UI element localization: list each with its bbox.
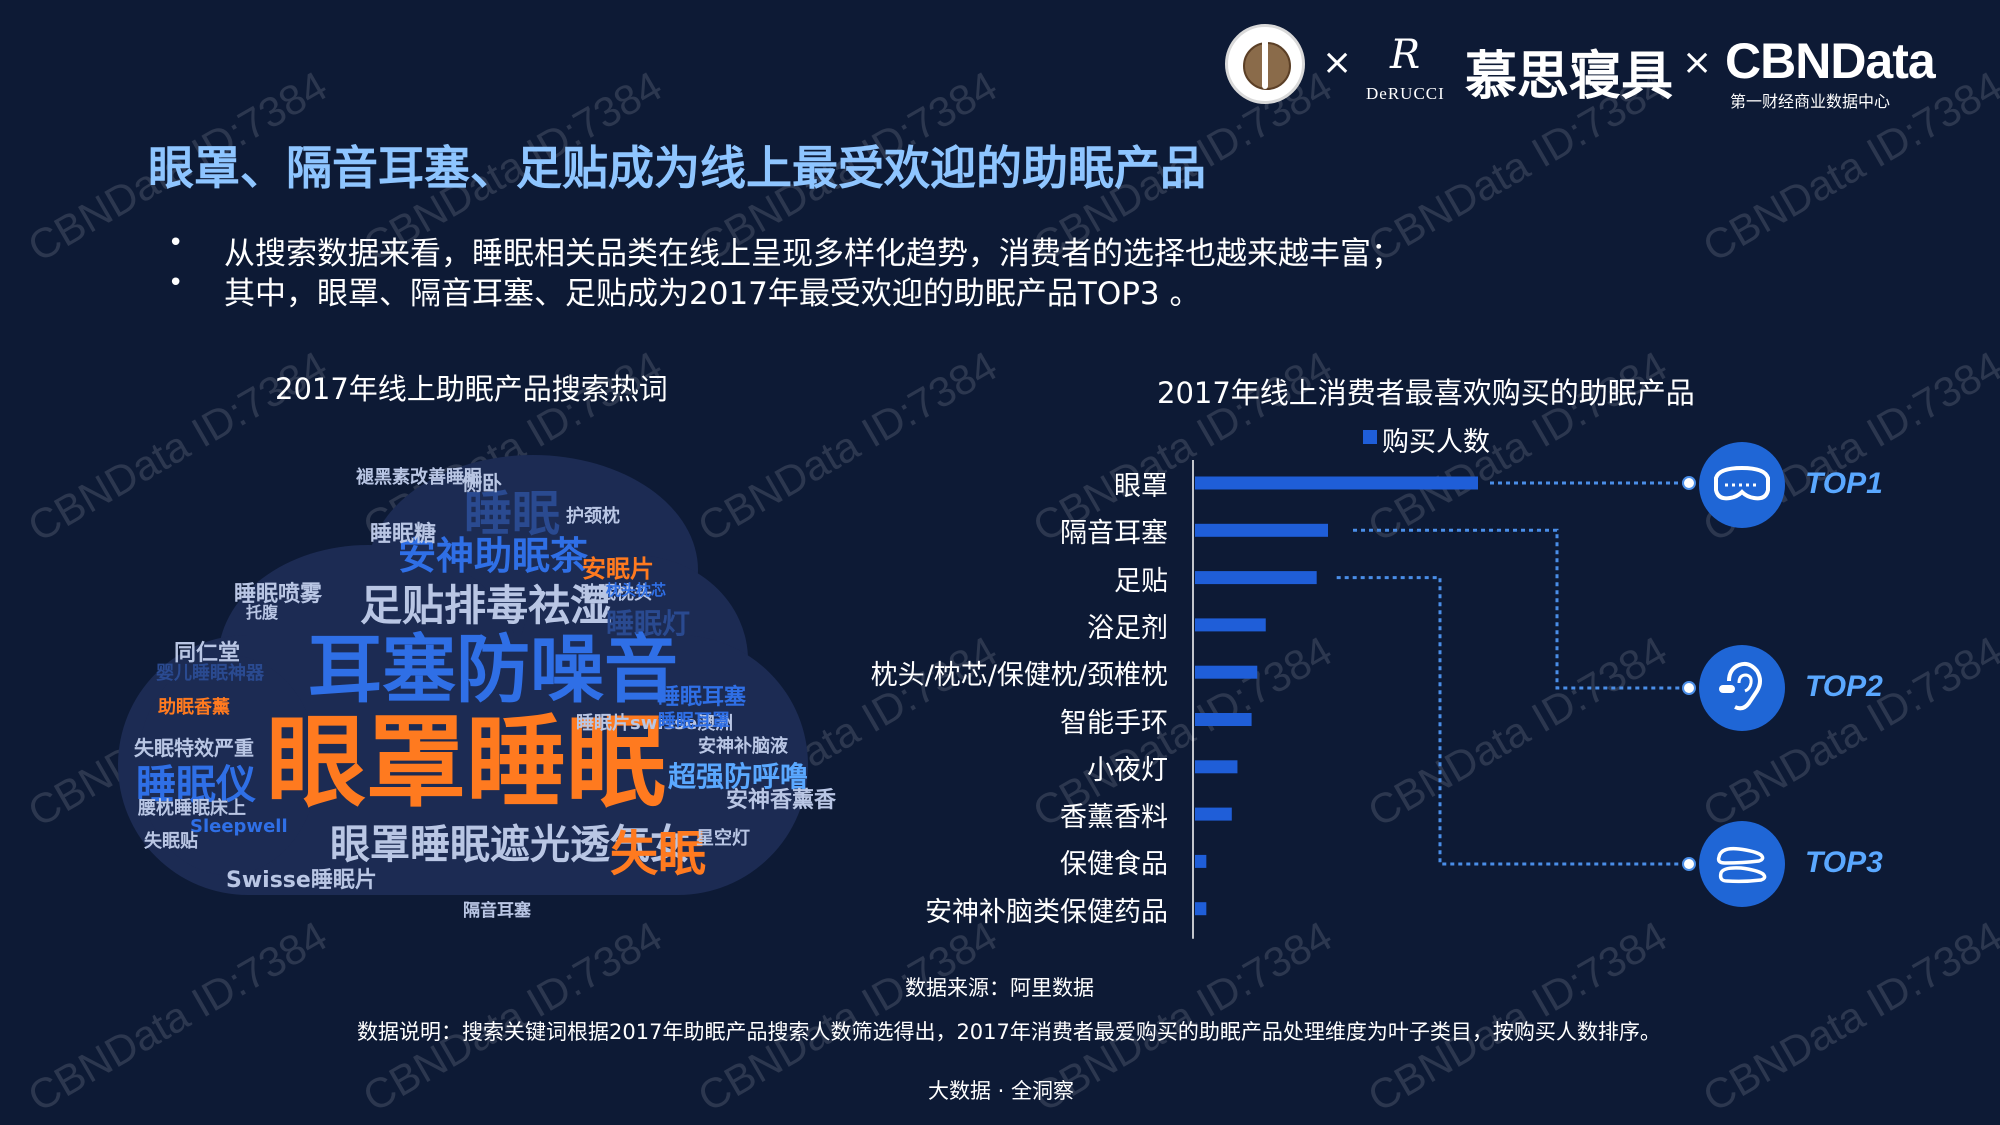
cloud-word: 足贴排毒祛湿 xyxy=(360,581,613,630)
cloud-word: 失眠贴 xyxy=(144,831,198,852)
cloud-word: 眼罩睡眠遮光透气女 xyxy=(330,822,690,868)
cloud-word: 超强防呼噜 xyxy=(668,760,809,793)
cloud-word: 失眠 xyxy=(610,826,707,882)
cbndata-logo: CBNData xyxy=(1725,33,1936,89)
logo-bar: × R DeRUCCI 慕思寝具 × CBNData 第一财经商业数据中心 xyxy=(1220,22,1980,112)
times-symbol-2: × xyxy=(1682,42,1713,83)
cloud-word: 睡眠喷雾 xyxy=(234,582,323,607)
word-cloud: 眼罩睡眠 耳塞防噪音 足贴排毒祛湿 安神助眠茶眼罩睡眠遮光透气女 失眠 睡眠睡眠仪 超强防呼… xyxy=(118,455,836,920)
eye-mask-icon xyxy=(1699,442,1785,528)
bar-2 xyxy=(1195,571,1317,585)
cloud-word: 失眠特效严重 xyxy=(134,736,254,760)
bar-0 xyxy=(1195,476,1478,490)
category-label: 足贴 xyxy=(1114,565,1168,597)
cloud-word: 腰枕睡眠床上 xyxy=(138,798,246,819)
cloud-word: 睡眠糖 xyxy=(370,522,437,547)
page-title: 眼罩、隔音耳塞、足贴成为线上最受欢迎的助眠产品 xyxy=(148,141,1206,195)
derucci-mark: R xyxy=(1390,32,1421,78)
cloud-word: 婴儿睡眠神器 xyxy=(156,663,264,684)
ear-icon-glyph xyxy=(1699,645,1785,731)
feet-icon-glyph xyxy=(1699,821,1785,907)
connector-dot-top2 xyxy=(1682,681,1696,695)
cloud-word: 褪黑素改善睡眠 xyxy=(356,467,482,488)
bar-8 xyxy=(1195,854,1207,868)
bar-chart: 购买人数 眼罩隔音耳塞足贴浴足剂枕头/枕芯/保健枕/颈椎枕智能手环小夜灯香薰香料… xyxy=(860,420,1980,940)
cloud-word: 安神香薰香 xyxy=(726,788,837,813)
legend-label: 购买人数 xyxy=(1382,427,1490,458)
bar-9 xyxy=(1195,902,1207,916)
bar-5 xyxy=(1195,713,1252,726)
cloud-word: 枕头枕芯 xyxy=(606,581,667,599)
eye-mask-icon-glyph xyxy=(1699,442,1785,528)
category-label: 浴足剂 xyxy=(1087,612,1168,644)
word-cloud-title: 2017年线上助眠产品搜索热词 xyxy=(275,372,668,406)
cloud-word: 安神助眠茶 xyxy=(398,534,589,578)
cloud-word: 睡眠 xyxy=(464,486,561,542)
cbndata-subtitle: 第一财经商业数据中心 xyxy=(1730,92,1891,111)
bullet-text: 其中，眼罩、隔音耳塞、足贴成为2017年最受欢迎的助眠产品TOP3 。 xyxy=(224,276,1201,312)
bar-1 xyxy=(1195,523,1329,537)
cloud-word: 同仁堂 xyxy=(174,641,241,666)
cloud-word: 睡眠仪 xyxy=(136,762,256,808)
watermark-text: CBNData ID:7384 xyxy=(1695,911,2000,1121)
derucci-name: DeRUCCI xyxy=(1366,84,1445,103)
cloud-word: Swisse睡眠片 xyxy=(226,868,377,893)
category-labels: 眼罩隔音耳塞足贴浴足剂枕头/枕芯/保健枕/颈椎枕智能手环小夜灯香薰香料保健食品安… xyxy=(860,420,1168,940)
feet-icon xyxy=(1699,821,1785,907)
legend-swatch xyxy=(1363,430,1377,444)
category-label: 小夜灯 xyxy=(1087,754,1168,786)
cloud-word: 托腹 xyxy=(246,603,279,622)
watermark-text: CBNData ID:7384 xyxy=(20,911,335,1121)
cloud-word: 眼罩睡眠 xyxy=(266,704,666,821)
footer-brand: 大数据 · 全洞察 xyxy=(928,1079,1075,1103)
top-label-1: TOP1 xyxy=(1805,467,1883,500)
data-source: 数据来源：阿里数据 xyxy=(905,976,1094,1000)
cloud-word: 助眠枕头 xyxy=(580,583,652,604)
bar-4 xyxy=(1195,665,1258,679)
data-note: 数据说明：搜索关键词根据2017年助眠产品搜索人数筛选得出，2017年消费者最爱… xyxy=(357,1020,1661,1044)
category-label: 香薰香料 xyxy=(1060,802,1168,834)
cloud-word: 星空灯 xyxy=(696,828,750,849)
seal-staff xyxy=(1262,39,1268,89)
category-label: 保健食品 xyxy=(1060,849,1168,881)
bullet-dot: • xyxy=(168,228,184,258)
category-label: 安神补脑类保健药品 xyxy=(925,896,1168,928)
mousi-brand: 慕思寝具 xyxy=(1465,46,1674,107)
connector-top3 xyxy=(1336,576,1689,866)
cloud-word: 睡眠片swisse澳洲 xyxy=(576,713,734,734)
cloud-word: 睡眠耳塞 xyxy=(658,685,747,710)
connector-dot-top3 xyxy=(1682,857,1696,871)
ear-icon xyxy=(1699,645,1785,731)
cloud-word: 护颈枕 xyxy=(566,506,620,527)
top-label-2: TOP2 xyxy=(1805,670,1883,703)
cloud-word: 安神补脑液 xyxy=(698,736,788,757)
cloud-word: 侧卧 xyxy=(462,471,502,495)
bar-3 xyxy=(1195,618,1266,632)
cloud-word: 耳塞防噪音 xyxy=(308,627,678,713)
connector-top2 xyxy=(1353,528,1689,690)
cloud-word: 睡眠灯 xyxy=(606,607,691,640)
chart-title: 2017年线上消费者最喜欢购买的助眠产品 xyxy=(1157,376,1695,410)
times-symbol: × xyxy=(1322,42,1353,83)
category-label: 枕头/枕芯/保健枕/颈椎枕 xyxy=(870,660,1168,692)
cloud-word: 安眠片 xyxy=(582,555,654,583)
sleep-research-seal-logo xyxy=(1225,24,1305,104)
category-label: 隔音耳塞 xyxy=(1060,518,1168,550)
top-label-3: TOP3 xyxy=(1805,846,1883,879)
chart-svg xyxy=(1192,460,1696,939)
cloud-word: 睡眠耳罩 xyxy=(658,711,730,732)
connector-dot-top1 xyxy=(1682,476,1696,490)
cloud-word: 隔音耳塞 xyxy=(463,901,531,921)
category-label: 眼罩 xyxy=(1114,471,1168,502)
bar-6 xyxy=(1195,760,1238,774)
cloud-word: 助眠香薰 xyxy=(158,697,230,718)
cloud-shape xyxy=(138,655,318,875)
bar-7 xyxy=(1195,807,1232,821)
category-label: 智能手环 xyxy=(1060,707,1168,739)
bullet-text: 从搜索数据来看，睡眠相关品类在线上呈现多样化趋势，消费者的选择也越来越丰富； xyxy=(224,236,1402,272)
cloud-word: Sleepwell xyxy=(190,816,288,837)
bullet-dot: • xyxy=(168,268,184,298)
